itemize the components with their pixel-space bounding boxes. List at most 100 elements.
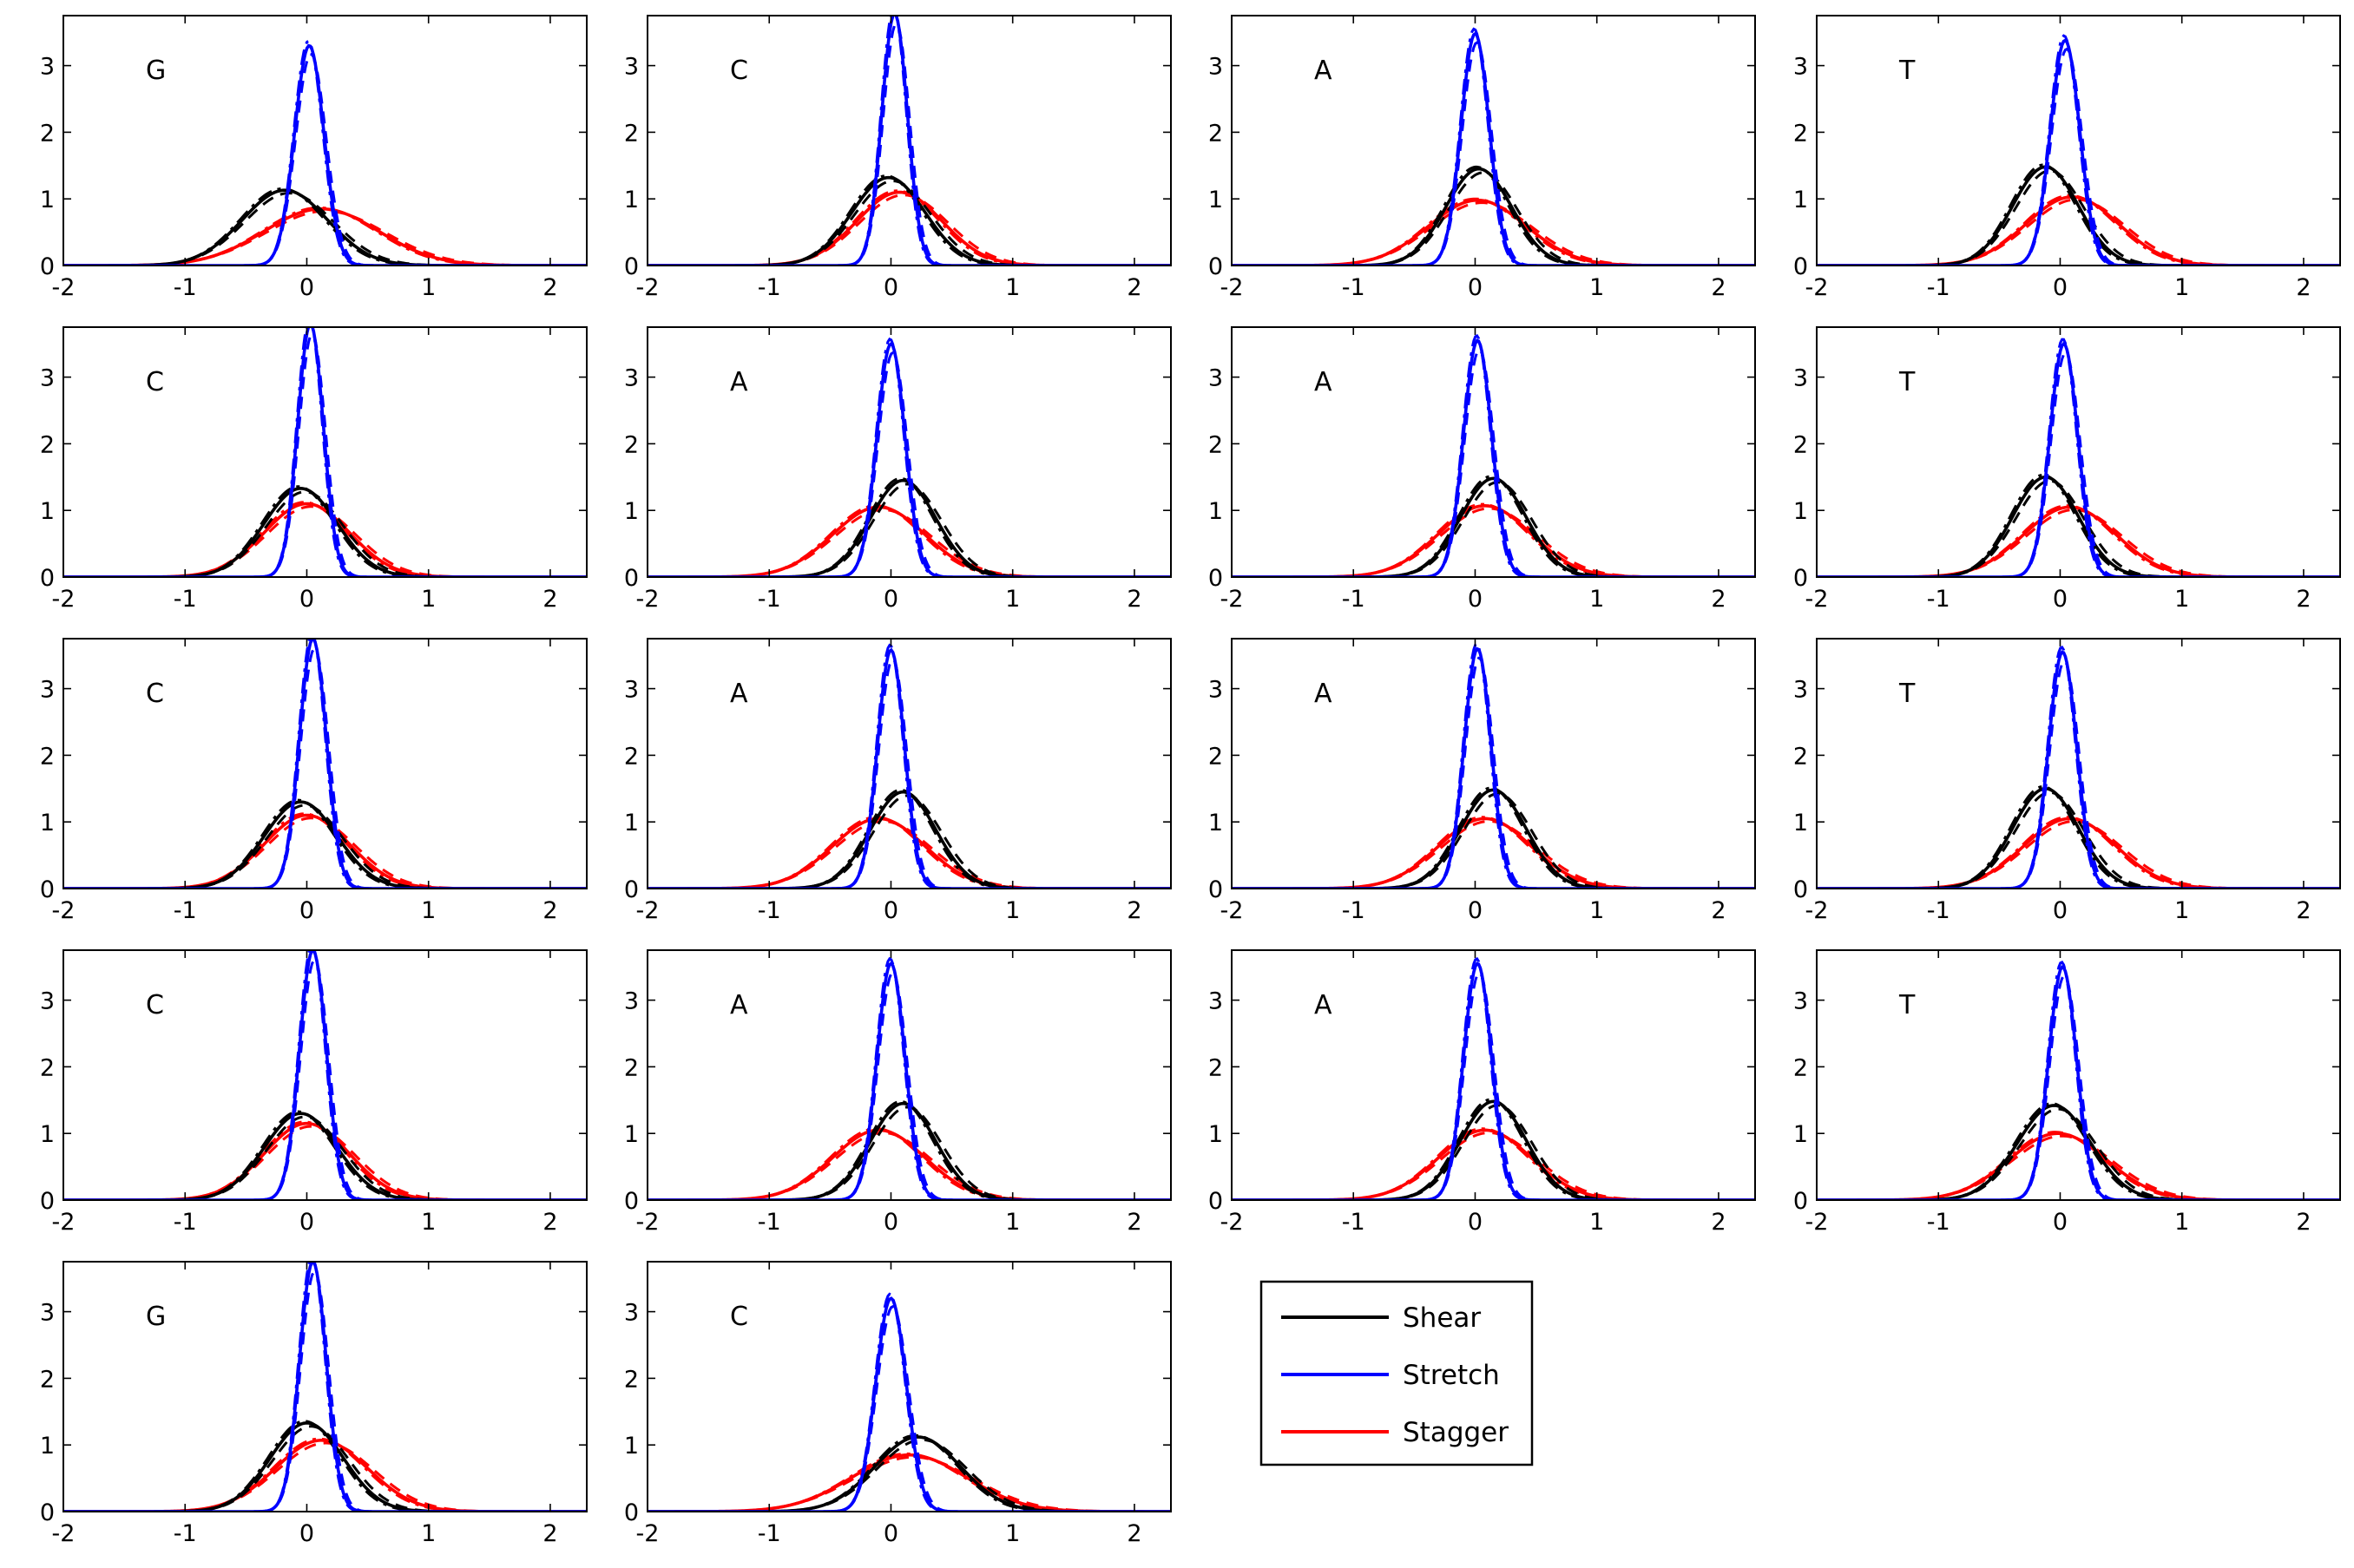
x-tick-label: 2 [1127, 274, 1141, 301]
stretch-curve-alt2 [1817, 338, 2340, 577]
x-tick-label: -1 [174, 586, 197, 613]
panel-curves [1232, 27, 1755, 266]
x-tick-label: 1 [421, 1209, 436, 1236]
panel-curves [63, 39, 587, 266]
panel-curves [63, 950, 587, 1200]
panel-8: -2 -1 0 1 2 0 1 2 3 T [1793, 326, 2341, 613]
stretch-curve-alt2 [63, 639, 587, 889]
x-tick-label: -1 [1927, 1209, 1950, 1236]
legend-label-stagger: Stagger [1403, 1417, 1509, 1448]
x-tick-label: 0 [2053, 897, 2068, 924]
stretch-curve-alt1 [63, 1269, 587, 1512]
axes-box [62, 949, 588, 1201]
shear-curve [63, 1112, 587, 1200]
x-tick-label: 0 [1468, 586, 1483, 613]
stretch-curve-alt2 [648, 16, 1171, 266]
y-tick-label: 3 [40, 1300, 55, 1327]
x-tick-label: -2 [1805, 274, 1829, 301]
y-tick-label: 3 [1793, 365, 1808, 392]
stretch-curve-alt1 [1232, 971, 1755, 1200]
shear-curve-alt2 [63, 1110, 587, 1200]
x-tick-label: 0 [299, 586, 314, 613]
x-tick-label: -1 [1927, 897, 1950, 924]
panel-curves [1232, 642, 1755, 889]
stretch-curve-alt1 [648, 351, 1171, 577]
y-tick-label: 1 [1793, 187, 1808, 213]
stagger-curve-alt2 [648, 1127, 1171, 1200]
shear-curve [648, 1435, 1171, 1512]
x-tick-label: 2 [2296, 274, 2311, 301]
x-tick-label: -1 [174, 274, 197, 301]
shear-curve-alt2 [63, 485, 587, 577]
stretch-curve [648, 1296, 1171, 1512]
x-tick-label: -2 [1805, 586, 1829, 613]
x-tick-label: 1 [421, 897, 436, 924]
y-tick-label: 0 [1793, 876, 1808, 903]
x-tick-label: 0 [299, 1520, 314, 1547]
panel-base-label: A [1314, 367, 1332, 397]
y-tick-label: 0 [1208, 565, 1223, 592]
x-tick-label: -1 [758, 1209, 781, 1236]
stretch-curve-alt2 [1232, 957, 1755, 1200]
panel-base-label: A [730, 679, 748, 709]
x-tick-label: 0 [1468, 274, 1483, 301]
axes-box [62, 638, 588, 889]
panel-11: -2 -1 0 1 2 0 1 2 3 A [1208, 638, 1756, 924]
y-tick-label: 0 [40, 1499, 55, 1526]
stagger-curve [63, 1439, 587, 1512]
stagger-curve-alt1 [1817, 1134, 2340, 1200]
x-tick-label: 1 [1589, 274, 1604, 301]
y-tick-label: 2 [1793, 120, 1808, 147]
y-tick-label: 2 [1208, 431, 1223, 458]
stagger-curve [1817, 1132, 2340, 1200]
y-tick-label: 3 [1208, 54, 1223, 81]
x-tick-label: 1 [1005, 586, 1020, 613]
axes-box [647, 638, 1172, 889]
y-tick-label: 2 [624, 1054, 639, 1081]
panel-curves [648, 956, 1171, 1200]
axes-box [1231, 949, 1756, 1201]
panel-curves [63, 639, 587, 889]
x-tick-label: -1 [758, 897, 781, 924]
x-tick-label: 2 [1711, 274, 1726, 301]
stagger-curve-alt1 [1817, 198, 2340, 266]
y-tick-label: 2 [40, 743, 55, 770]
x-tick-label: -2 [1805, 1209, 1829, 1236]
stretch-curve-alt1 [1817, 974, 2340, 1200]
y-tick-label: 2 [40, 431, 55, 458]
stagger-curve-alt2 [1232, 1127, 1755, 1200]
stretch-curve [1232, 31, 1755, 266]
panel-curves [1817, 338, 2340, 577]
stagger-curve-alt2 [1232, 502, 1755, 577]
axes-box [647, 949, 1172, 1201]
x-tick-label: 1 [421, 274, 436, 301]
y-tick-label: 1 [1793, 810, 1808, 836]
x-tick-label: 1 [1005, 1209, 1020, 1236]
panel-base-label: C [146, 367, 164, 397]
legend-entry-stagger: Stagger [1281, 1417, 1509, 1448]
stagger-curve-alt1 [648, 1131, 1171, 1200]
y-tick-label: 3 [40, 365, 55, 392]
stagger-curve [648, 190, 1171, 266]
y-tick-label: 0 [1793, 1188, 1808, 1215]
y-tick-label: 0 [40, 565, 55, 592]
y-tick-label: 3 [624, 54, 639, 81]
x-tick-label: -1 [1342, 274, 1365, 301]
shear-curve [1817, 165, 2340, 266]
stagger-curve-alt1 [63, 1125, 587, 1200]
stagger-curve-alt2 [648, 1452, 1171, 1512]
axes-box [62, 1261, 588, 1512]
stagger-curve [648, 1453, 1171, 1512]
axes-box [62, 326, 588, 578]
y-tick-label: 2 [40, 120, 55, 147]
stretch-curve-alt2 [648, 1292, 1171, 1512]
panels: -2 -1 0 1 2 0 1 2 3 G -2 -1 0 1 2 0 1 2 3 C -2 -1 0 1 2 0 1 2 3 A -2 -1… [40, 15, 2341, 1547]
y-tick-label: 1 [624, 1433, 639, 1460]
shear-curve [1232, 1099, 1755, 1200]
stretch-curve-alt2 [648, 337, 1171, 577]
x-tick-label: 1 [2174, 897, 2189, 924]
x-tick-label: -1 [758, 1520, 781, 1547]
stretch-curve-alt1 [63, 52, 587, 266]
x-tick-label: -1 [1342, 1209, 1365, 1236]
panel-curves [63, 327, 587, 577]
